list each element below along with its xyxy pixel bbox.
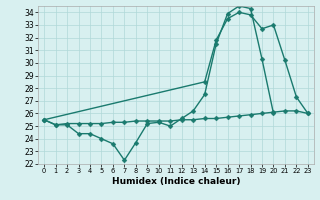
X-axis label: Humidex (Indice chaleur): Humidex (Indice chaleur) xyxy=(112,177,240,186)
